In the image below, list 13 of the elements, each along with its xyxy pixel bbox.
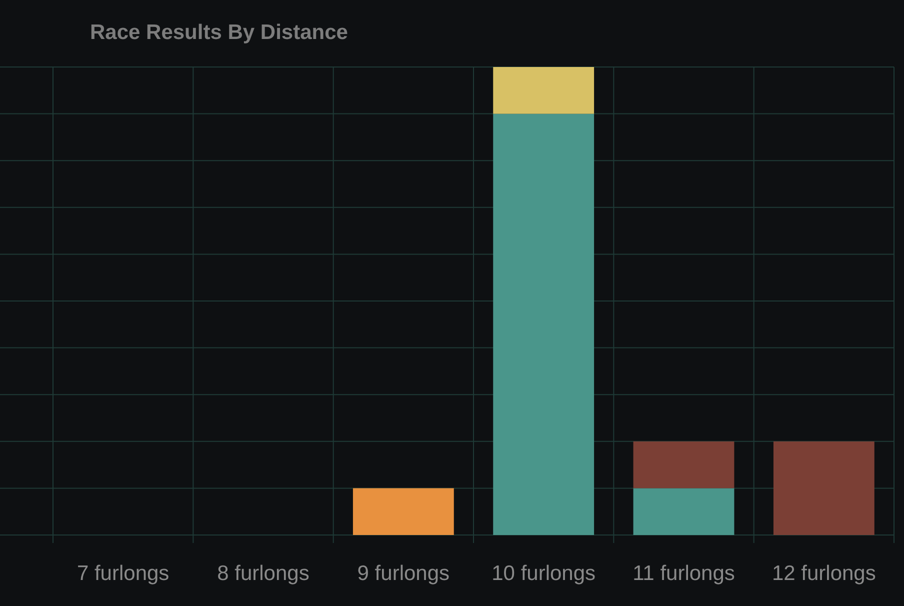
x-tick-label: 8 furlongs [217, 562, 310, 585]
bar [773, 441, 874, 535]
bar [493, 67, 594, 114]
chart-title: Race Results By Distance [90, 21, 348, 44]
x-tick-label: 10 furlongs [492, 562, 596, 585]
bar [633, 488, 734, 535]
bar [493, 114, 594, 535]
x-tick-label: 9 furlongs [357, 562, 450, 585]
x-tick-label: 12 furlongs [772, 562, 876, 585]
x-tick-label: 11 furlongs [632, 562, 735, 585]
bar [633, 441, 734, 488]
bar [352, 488, 454, 535]
x-tick-label: 7 furlongs [76, 562, 170, 585]
